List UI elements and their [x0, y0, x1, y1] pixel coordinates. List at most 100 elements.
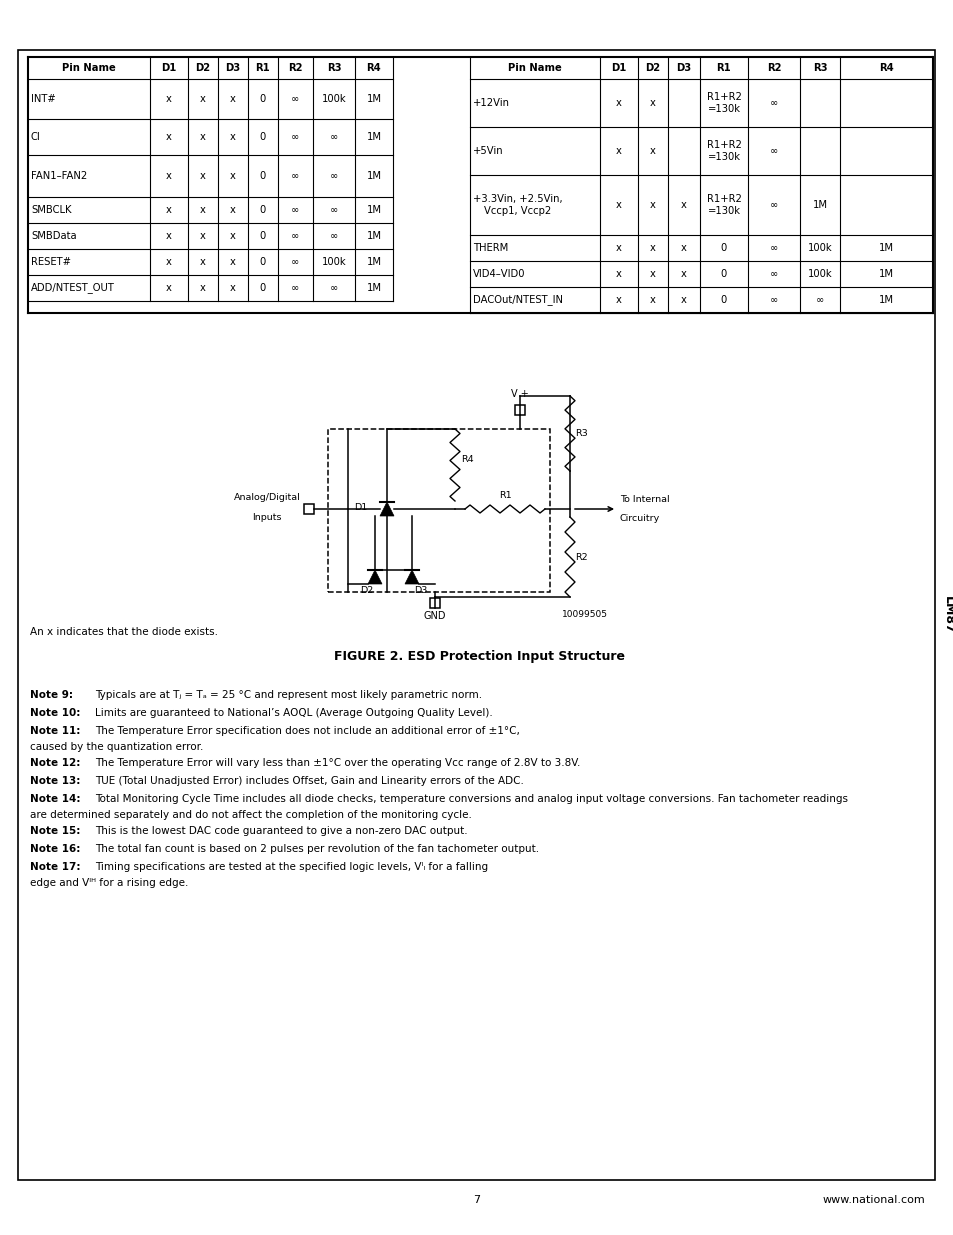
Text: x: x	[200, 283, 206, 293]
Text: Note 13:: Note 13:	[30, 776, 80, 785]
Text: x: x	[649, 98, 656, 107]
Text: x: x	[230, 205, 235, 215]
Bar	[430, 598, 439, 608]
Text: R1+R2
=130k: R1+R2 =130k	[706, 141, 740, 162]
Text: The Temperature Error specification does not include an additional error of ±1°C: The Temperature Error specification does…	[95, 726, 519, 736]
Bar	[304, 504, 314, 514]
Text: 1M: 1M	[366, 132, 381, 142]
Text: www.national.com: www.national.com	[821, 1195, 924, 1205]
Text: x: x	[680, 200, 686, 210]
Text: x: x	[680, 243, 686, 253]
Text: 100k: 100k	[321, 257, 346, 267]
Text: ∞: ∞	[291, 94, 299, 104]
Text: R1+R2
=130k: R1+R2 =130k	[706, 93, 740, 114]
Text: D3: D3	[225, 63, 240, 73]
Text: ∞: ∞	[291, 257, 299, 267]
Text: +12Vin: +12Vin	[473, 98, 510, 107]
Text: Timing specifications are tested at the specified logic levels, Vᴵₗ for a fallin: Timing specifications are tested at the …	[95, 862, 488, 872]
Text: The Temperature Error will vary less than ±1°C over the operating Vcc range of 2: The Temperature Error will vary less tha…	[95, 758, 579, 768]
Text: x: x	[616, 295, 621, 305]
Text: R1: R1	[716, 63, 731, 73]
Text: Note 16:: Note 16:	[30, 844, 80, 853]
Text: Pin Name: Pin Name	[62, 63, 115, 73]
Text: Note 9:: Note 9:	[30, 690, 73, 700]
Text: ∞: ∞	[330, 132, 337, 142]
Text: 1M: 1M	[812, 200, 826, 210]
Text: ADD/NTEST_OUT: ADD/NTEST_OUT	[30, 283, 114, 294]
Text: 0: 0	[259, 205, 266, 215]
Text: caused by the quantization error.: caused by the quantization error.	[30, 742, 203, 752]
Text: R2: R2	[575, 552, 587, 562]
Text: +3.3Vin, +2.5Vin,
Vccp1, Vccp2: +3.3Vin, +2.5Vin, Vccp1, Vccp2	[473, 194, 562, 216]
Text: x: x	[166, 257, 172, 267]
Text: ∞: ∞	[291, 205, 299, 215]
Text: FIGURE 2. ESD Protection Input Structure: FIGURE 2. ESD Protection Input Structure	[335, 650, 625, 663]
Text: 0: 0	[259, 231, 266, 241]
Text: FAN1–FAN2: FAN1–FAN2	[30, 170, 87, 182]
Text: Limits are guaranteed to National’s AOQL (Average Outgoing Quality Level).: Limits are guaranteed to National’s AOQL…	[95, 708, 493, 718]
Text: Total Monitoring Cycle Time includes all diode checks, temperature conversions a: Total Monitoring Cycle Time includes all…	[95, 794, 847, 804]
Text: 0: 0	[259, 94, 266, 104]
Text: D2: D2	[195, 63, 211, 73]
Text: x: x	[230, 170, 235, 182]
Bar	[515, 405, 524, 415]
Text: x: x	[166, 132, 172, 142]
Text: Note 15:: Note 15:	[30, 826, 80, 836]
Text: x: x	[649, 295, 656, 305]
Text: 1M: 1M	[366, 94, 381, 104]
Text: x: x	[166, 231, 172, 241]
Text: 0: 0	[720, 243, 726, 253]
Text: ∞: ∞	[330, 231, 337, 241]
Text: x: x	[200, 170, 206, 182]
Text: R4: R4	[879, 63, 893, 73]
Text: To Internal: To Internal	[619, 495, 669, 504]
Polygon shape	[368, 571, 381, 584]
Text: x: x	[200, 132, 206, 142]
Text: R1: R1	[255, 63, 270, 73]
Text: 7: 7	[473, 1195, 480, 1205]
Text: RESET#: RESET#	[30, 257, 71, 267]
Text: THERM: THERM	[473, 243, 508, 253]
Text: 1M: 1M	[366, 205, 381, 215]
Text: 1M: 1M	[878, 295, 893, 305]
Text: ∞: ∞	[769, 295, 778, 305]
Text: ∞: ∞	[291, 283, 299, 293]
Text: 0: 0	[259, 170, 266, 182]
Text: R4: R4	[460, 456, 473, 464]
Text: ∞: ∞	[769, 243, 778, 253]
Text: 1M: 1M	[366, 283, 381, 293]
Text: Note 11:: Note 11:	[30, 726, 80, 736]
Text: 10099505: 10099505	[561, 610, 607, 619]
Text: 1M: 1M	[366, 257, 381, 267]
Text: D2: D2	[645, 63, 659, 73]
Text: 0: 0	[259, 132, 266, 142]
Text: D2: D2	[359, 585, 373, 595]
Text: x: x	[200, 257, 206, 267]
Text: Inputs: Inputs	[252, 513, 281, 522]
Text: R1+R2
=130k: R1+R2 =130k	[706, 194, 740, 216]
Polygon shape	[379, 501, 394, 516]
Text: GND: GND	[423, 611, 446, 621]
Text: 1M: 1M	[366, 231, 381, 241]
Text: 100k: 100k	[807, 269, 831, 279]
Text: Note 14:: Note 14:	[30, 794, 80, 804]
Text: ∞: ∞	[291, 132, 299, 142]
Text: R2: R2	[766, 63, 781, 73]
Text: edge and Vᴵᴴ for a rising edge.: edge and Vᴵᴴ for a rising edge.	[30, 878, 188, 888]
Text: 0: 0	[259, 257, 266, 267]
Text: Circuitry: Circuitry	[619, 514, 659, 522]
Text: x: x	[616, 98, 621, 107]
Text: 0: 0	[259, 283, 266, 293]
Text: Note 10:: Note 10:	[30, 708, 80, 718]
Text: Note 17:: Note 17:	[30, 862, 80, 872]
Text: ∞: ∞	[769, 200, 778, 210]
Text: x: x	[230, 94, 235, 104]
Text: An x indicates that the diode exists.: An x indicates that the diode exists.	[30, 627, 218, 637]
Text: Typicals are at Tⱼ = Tₐ = 25 °C and represent most likely parametric norm.: Typicals are at Tⱼ = Tₐ = 25 °C and repr…	[95, 690, 481, 700]
Text: INT#: INT#	[30, 94, 55, 104]
Text: x: x	[230, 231, 235, 241]
Text: CI: CI	[30, 132, 41, 142]
Text: 0: 0	[720, 295, 726, 305]
Text: This is the lowest DAC code guaranteed to give a non-zero DAC output.: This is the lowest DAC code guaranteed t…	[95, 826, 467, 836]
Text: SMBCLK: SMBCLK	[30, 205, 71, 215]
